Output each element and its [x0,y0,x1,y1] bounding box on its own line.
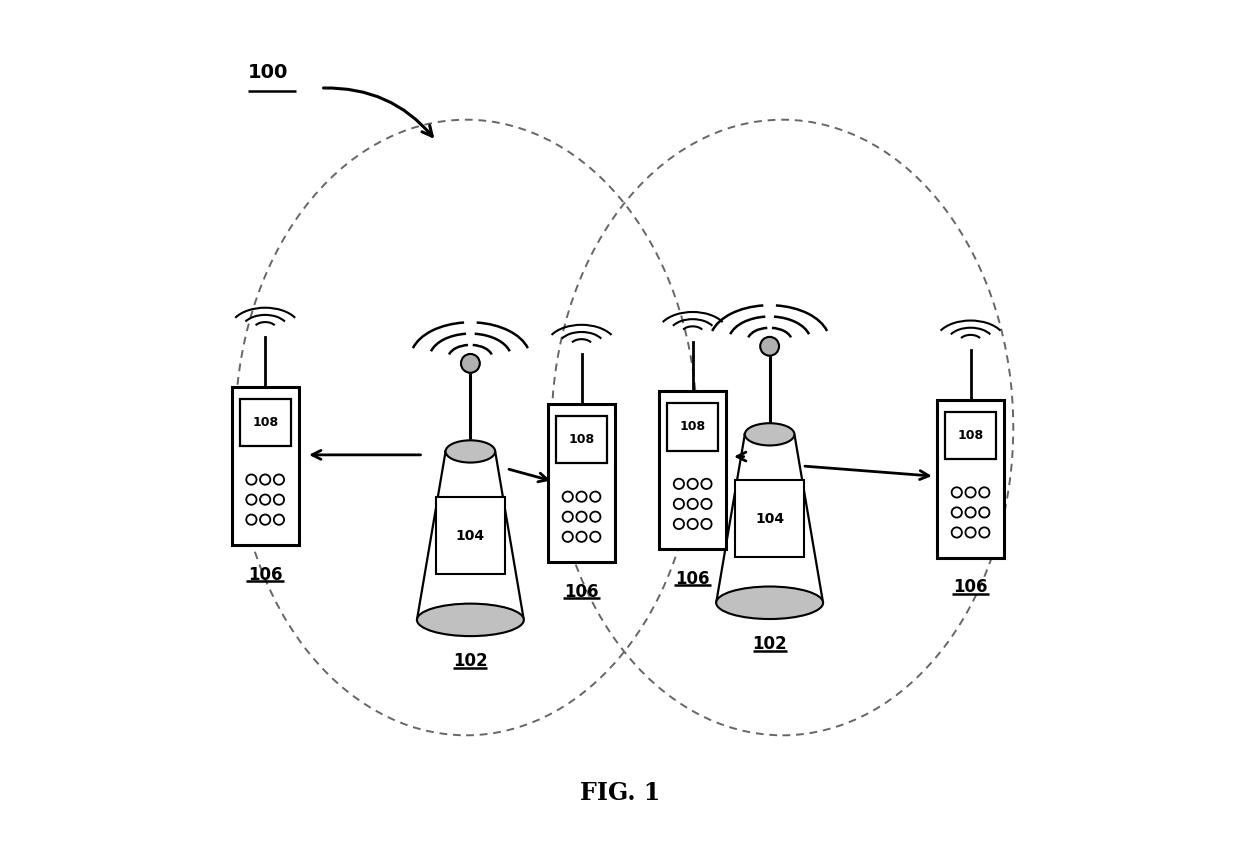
Polygon shape [417,451,523,620]
Ellipse shape [717,587,823,619]
Bar [660,392,725,549]
Bar [557,416,606,463]
FancyArrowPatch shape [324,88,433,136]
Bar [548,404,615,563]
Bar [436,498,505,575]
Ellipse shape [417,604,523,636]
Text: 104: 104 [755,511,784,526]
Text: 106: 106 [564,583,599,601]
Text: 106: 106 [248,566,283,584]
Circle shape [461,354,480,373]
Text: FIG. 1: FIG. 1 [580,781,660,805]
Bar [735,481,804,557]
Text: 108: 108 [680,421,706,433]
Bar [667,404,718,451]
Text: 106: 106 [676,569,711,588]
Bar [937,400,1004,557]
Bar [232,386,299,545]
Text: 102: 102 [453,652,487,670]
Text: 108: 108 [957,429,983,442]
Bar [945,412,996,459]
Circle shape [760,337,779,356]
Text: 102: 102 [753,635,787,653]
Text: 108: 108 [252,416,278,429]
Text: 108: 108 [568,433,595,446]
Text: 104: 104 [456,528,485,543]
Text: 100: 100 [248,63,289,82]
Bar [239,398,290,446]
Text: 106: 106 [954,579,988,597]
Ellipse shape [445,440,495,463]
Polygon shape [717,434,823,603]
Ellipse shape [745,423,795,445]
